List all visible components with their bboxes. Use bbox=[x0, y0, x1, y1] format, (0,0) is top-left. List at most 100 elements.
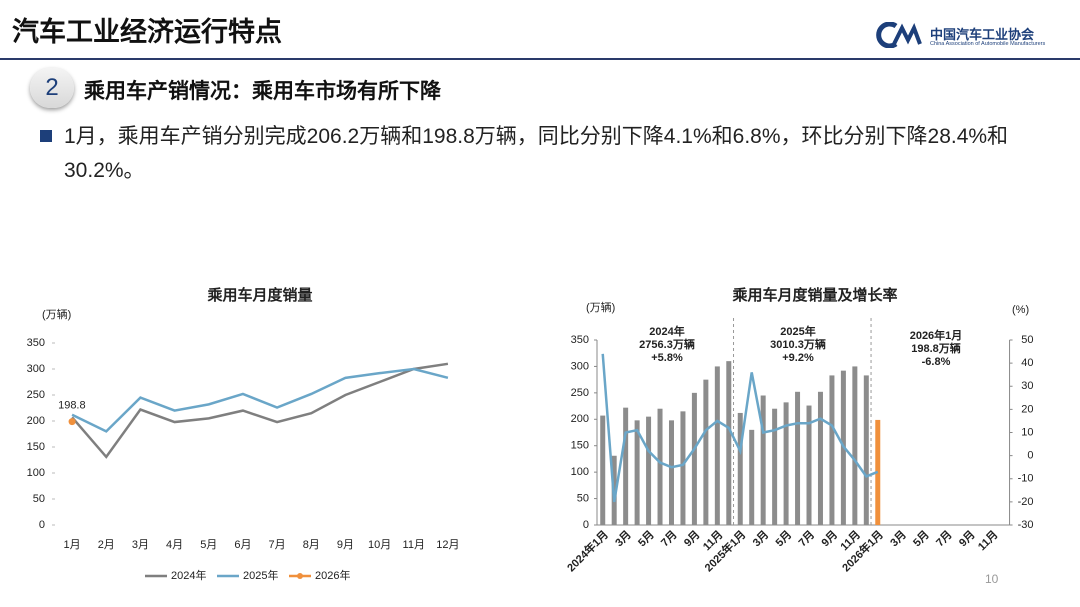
bar bbox=[668, 420, 674, 525]
y-tick-label: 250 bbox=[571, 387, 589, 399]
x-tick-label: 9月 bbox=[819, 528, 840, 549]
y-tick-label: 200 bbox=[571, 413, 589, 425]
y2-axis-label: (%) bbox=[1012, 304, 1029, 316]
chart-title: 乘用车月度销量及增长率 bbox=[731, 286, 897, 304]
annotation: 2025年 bbox=[780, 324, 815, 338]
x-tick-label: 5月 bbox=[773, 528, 794, 549]
legend-label: 2026年 bbox=[315, 568, 350, 582]
bar bbox=[783, 402, 789, 525]
y2-tick-label: -20 bbox=[1018, 496, 1034, 508]
annotation: 3010.3万辆 bbox=[770, 337, 826, 351]
annotation: -6.8% bbox=[922, 356, 951, 368]
bullet-marker bbox=[40, 130, 52, 142]
bar bbox=[863, 375, 869, 525]
x-tick-label: 5月 bbox=[200, 539, 217, 551]
section-number: 2 bbox=[30, 68, 74, 108]
x-tick-label: 3月 bbox=[613, 528, 634, 549]
x-tick-label: 7月 bbox=[658, 528, 679, 549]
bar bbox=[623, 407, 629, 525]
legend-label: 2025年 bbox=[243, 568, 278, 582]
y-tick-label: 350 bbox=[27, 337, 45, 349]
x-tick-label: 9月 bbox=[956, 528, 977, 549]
x-tick-label: 3月 bbox=[888, 528, 909, 549]
x-tick-label: 3月 bbox=[750, 528, 771, 549]
legend-swatch bbox=[297, 573, 303, 579]
x-tick-label: 11月 bbox=[403, 539, 425, 551]
series-line bbox=[71, 362, 449, 459]
point bbox=[68, 418, 76, 426]
y-tick-label: 150 bbox=[571, 440, 589, 452]
x-tick-label: 7月 bbox=[796, 528, 817, 549]
y-tick-label: 150 bbox=[27, 441, 45, 453]
bar bbox=[772, 408, 778, 525]
bar bbox=[749, 429, 755, 525]
bar bbox=[600, 415, 606, 525]
bar bbox=[634, 420, 640, 525]
x-tick-label: 10月 bbox=[368, 539, 391, 551]
bar bbox=[817, 391, 823, 525]
y2-tick-label: 20 bbox=[1021, 403, 1033, 415]
annotation: 2756.3万辆 bbox=[639, 337, 695, 351]
annotation: 2024年 bbox=[649, 324, 684, 338]
y-tick-label: 250 bbox=[27, 389, 45, 401]
legend-label: 2024年 bbox=[171, 568, 206, 582]
series-line bbox=[71, 367, 449, 433]
x-tick-label: 2024年1月 bbox=[564, 527, 611, 574]
x-tick-label: 4月 bbox=[166, 539, 183, 551]
header-rule bbox=[0, 58, 1080, 60]
y-tick-label: 0 bbox=[583, 519, 589, 531]
x-tick-label: 9月 bbox=[337, 539, 354, 551]
series-line bbox=[601, 353, 879, 503]
y-tick-label: 100 bbox=[27, 467, 45, 479]
x-tick-label: 5月 bbox=[635, 528, 656, 549]
slide-title: 汽车工业经济运行特点 bbox=[12, 17, 282, 47]
data-label: 198.8 bbox=[58, 400, 86, 412]
y2-tick-label: 30 bbox=[1021, 380, 1033, 392]
bar bbox=[726, 361, 732, 525]
x-tick-label: 11月 bbox=[975, 528, 1000, 553]
bar bbox=[737, 412, 743, 525]
bullet-text: 1月，乘用车产销分别完成206.2万辆和198.8万辆，同比分别下降4.1%和6… bbox=[64, 125, 1009, 182]
section-title: 乘用车产销情况：乘用车市场有所下降 bbox=[84, 80, 441, 103]
y2-tick-label: 40 bbox=[1021, 357, 1033, 369]
bar bbox=[714, 366, 720, 525]
annotation: +5.8% bbox=[651, 352, 683, 364]
chart-title: 乘用车月度销量 bbox=[206, 286, 312, 304]
annotation: 198.8万辆 bbox=[911, 341, 961, 355]
org-name: 中国汽车工业协会 bbox=[930, 27, 1035, 42]
bar bbox=[657, 408, 663, 525]
bar bbox=[680, 411, 686, 525]
x-tick-label: 7月 bbox=[933, 528, 954, 549]
x-tick-label: 9月 bbox=[681, 528, 702, 549]
y2-tick-label: 10 bbox=[1021, 426, 1033, 438]
x-tick-label: 1月 bbox=[64, 539, 81, 551]
y-tick-label: 300 bbox=[27, 363, 45, 375]
bar bbox=[795, 391, 801, 525]
y2-tick-label: -10 bbox=[1018, 473, 1034, 485]
y2-tick-label: 0 bbox=[1027, 450, 1033, 462]
y-tick-label: 0 bbox=[39, 519, 45, 531]
bar bbox=[691, 392, 697, 525]
x-tick-label: 6月 bbox=[234, 539, 251, 551]
y-tick-label: 50 bbox=[33, 493, 45, 505]
x-tick-label: 5月 bbox=[910, 528, 931, 549]
bar bbox=[646, 416, 652, 525]
y-tick-label: 100 bbox=[571, 466, 589, 478]
y-axis-label: (万辆) bbox=[586, 300, 615, 314]
logo bbox=[876, 22, 922, 48]
bar bbox=[760, 395, 766, 525]
y-axis-label: (万辆) bbox=[42, 307, 71, 321]
x-tick-label: 3月 bbox=[132, 539, 149, 551]
y2-tick-label: -30 bbox=[1018, 519, 1034, 531]
x-tick-label: 2月 bbox=[98, 539, 115, 551]
org-name-en: China Association of Automobile Manufact… bbox=[930, 41, 1046, 47]
y-tick-label: 350 bbox=[571, 334, 589, 346]
bar bbox=[829, 375, 835, 525]
bar bbox=[852, 366, 858, 525]
page-number: 10 bbox=[985, 572, 999, 586]
annotation: +9.2% bbox=[782, 352, 814, 364]
annotation: 2026年1月 bbox=[910, 328, 963, 342]
x-tick-label: 12月 bbox=[436, 539, 459, 551]
y-tick-label: 50 bbox=[577, 492, 589, 504]
